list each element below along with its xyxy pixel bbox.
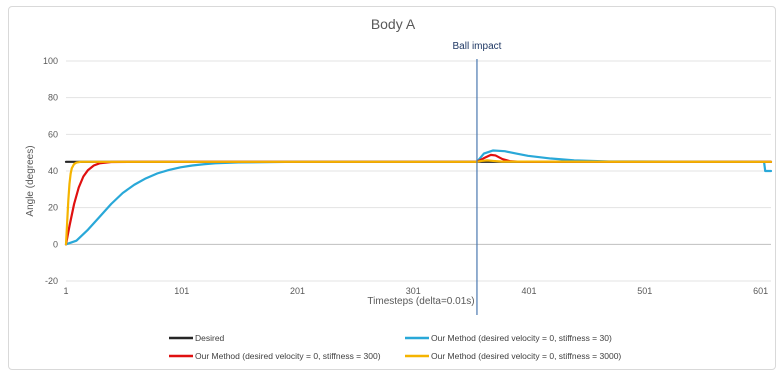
x-tick-label: 601 <box>753 286 768 296</box>
legend-label-0: Desired <box>195 333 225 343</box>
series-layer <box>64 149 773 246</box>
x-tick-label: 301 <box>406 286 421 296</box>
x-tick-label: 101 <box>174 286 189 296</box>
x-tick-label: 201 <box>290 286 305 296</box>
line-chart: Body A -20 0 20 40 60 80 100 1 101 201 301 401 501 6… <box>25 16 773 361</box>
legend-label-2: Our Method (desired velocity = 0, stiffn… <box>195 351 381 361</box>
chart-title: Body A <box>371 16 416 32</box>
series-line-1 <box>64 149 773 246</box>
gridlines <box>66 60 771 282</box>
y-tick-label: 20 <box>48 203 58 213</box>
x-tick-labels: 1 101 201 301 401 501 601 <box>63 286 768 296</box>
x-tick-label: 501 <box>637 286 652 296</box>
legend: Desired Our Method (desired velocity = 0,… <box>169 333 621 361</box>
x-axis-title: Timesteps (delta=0.01s) <box>367 296 474 307</box>
chart-frame: Body A -20 0 20 40 60 80 100 1 101 201 301 401 501 6… <box>8 6 776 370</box>
legend-label-3: Our Method (desired velocity = 0, stiffn… <box>431 351 621 361</box>
x-tick-label: 401 <box>522 286 537 296</box>
x-tick-label: 1 <box>63 286 68 296</box>
y-tick-label: 100 <box>43 56 58 66</box>
series-line-3 <box>64 159 773 246</box>
y-tick-labels: -20 0 20 40 60 80 100 <box>43 56 58 286</box>
impact-annotation: Ball impact <box>453 41 502 315</box>
y-tick-label: -20 <box>45 276 58 286</box>
y-tick-label: 80 <box>48 93 58 103</box>
y-tick-label: 40 <box>48 166 58 176</box>
y-tick-label: 60 <box>48 129 58 139</box>
y-tick-label: 0 <box>53 239 58 249</box>
impact-label: Ball impact <box>453 41 502 52</box>
y-axis-title: Angle (degrees) <box>25 145 36 216</box>
legend-label-1: Our Method (desired velocity = 0, stiffn… <box>431 333 612 343</box>
